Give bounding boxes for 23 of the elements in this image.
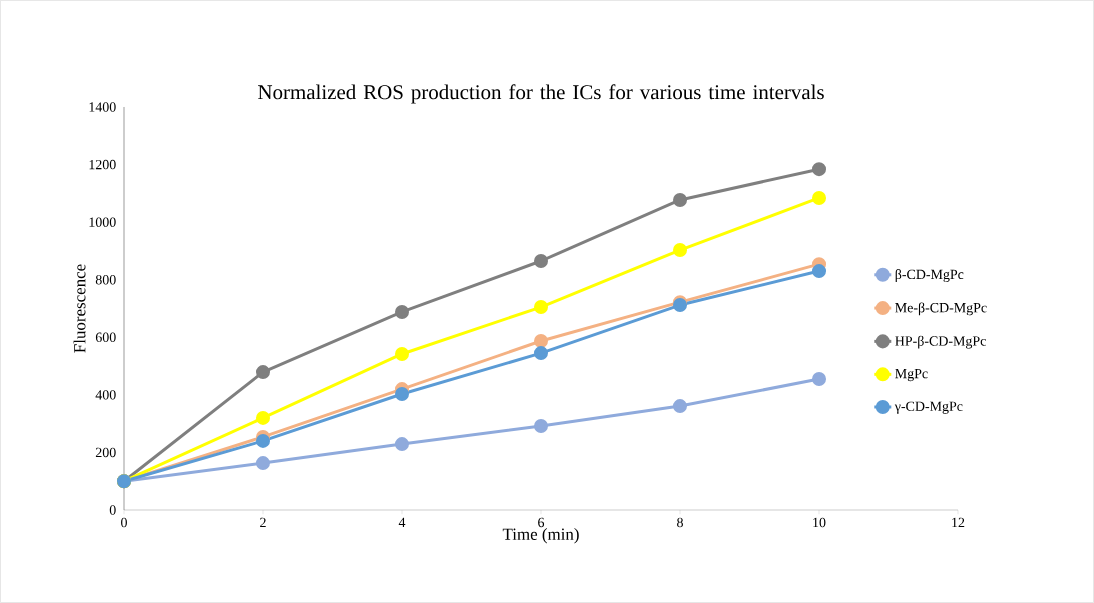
x-tick-label: 6 (538, 517, 545, 528)
y-axis-title: Fluorescence (73, 264, 86, 353)
y-tick-label: 1200 (89, 159, 116, 170)
y-tick-label: 200 (95, 447, 116, 458)
y-tick-label: 400 (95, 390, 116, 400)
x-tick-label: 8 (677, 517, 683, 528)
y-tick-label: 800 (95, 275, 116, 285)
x-tick-label: 12 (952, 517, 965, 528)
x-tick-label: 2 (260, 517, 266, 528)
legend-label: β-CD-MgPc (895, 269, 964, 282)
x-axis-title: Time (min) (502, 528, 579, 544)
chart-title: Normalized ROS production for the ICs for various time intervals (258, 84, 824, 104)
x-tick-label: 4 (398, 517, 406, 527)
y-tick-label: 600 (95, 332, 116, 342)
x-tick-label: 10 (813, 517, 826, 528)
y-tick-label: 1000 (89, 217, 116, 227)
legend-label: MgPc (895, 369, 928, 382)
legend-label: Me-β-CD-MgPc (895, 302, 987, 316)
legend-label: γ-CD-MgPc (894, 401, 963, 414)
legend-label: HP-β-CD-MgPc (895, 335, 986, 349)
x-tick-label: 0 (121, 517, 127, 528)
y-tick-label: 0 (109, 505, 116, 515)
y-tick-label: 1400 (89, 102, 116, 112)
